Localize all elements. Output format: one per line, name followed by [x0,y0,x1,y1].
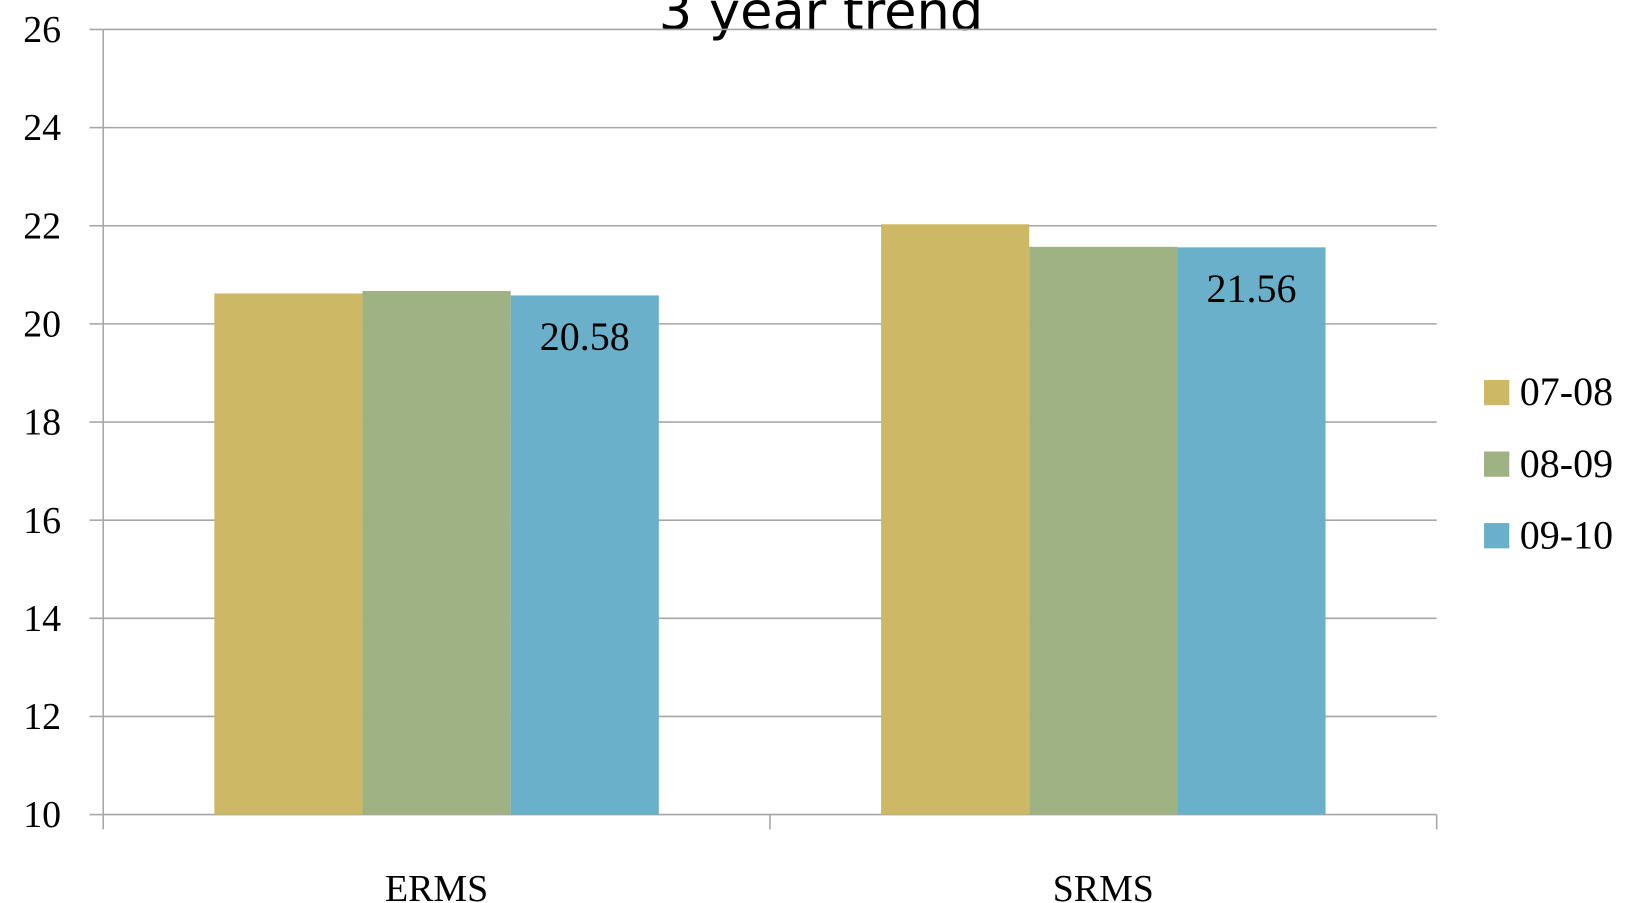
y-tick-label: 10 [23,794,61,836]
legend-label: 07-08 [1520,369,1613,414]
bar [214,293,363,815]
x-tick-label: SRMS [1053,868,1154,903]
bar [362,291,511,815]
y-tick-label: 16 [23,500,61,542]
y-tick-label: 22 [23,205,61,247]
y-tick-label: 26 [23,9,61,51]
legend-swatch [1484,451,1510,477]
y-tick-label: 18 [23,402,61,444]
bar [1177,247,1326,815]
y-tick-label: 20 [23,304,61,346]
legend-label: 09-10 [1520,512,1613,557]
bar [881,224,1030,815]
chart-title: 3 year trend [659,0,984,42]
bar [1029,246,1178,815]
y-tick-label: 14 [23,598,61,640]
data-label: 21.56 [1206,266,1296,311]
legend-label: 08-09 [1520,441,1613,486]
legend-swatch [1484,379,1510,406]
legend-swatch [1484,523,1510,549]
x-tick-label: ERMS [385,868,488,903]
bar [510,295,659,815]
data-label: 20.58 [540,314,630,359]
y-tick-label: 24 [23,107,61,149]
y-tick-label: 12 [23,696,61,738]
